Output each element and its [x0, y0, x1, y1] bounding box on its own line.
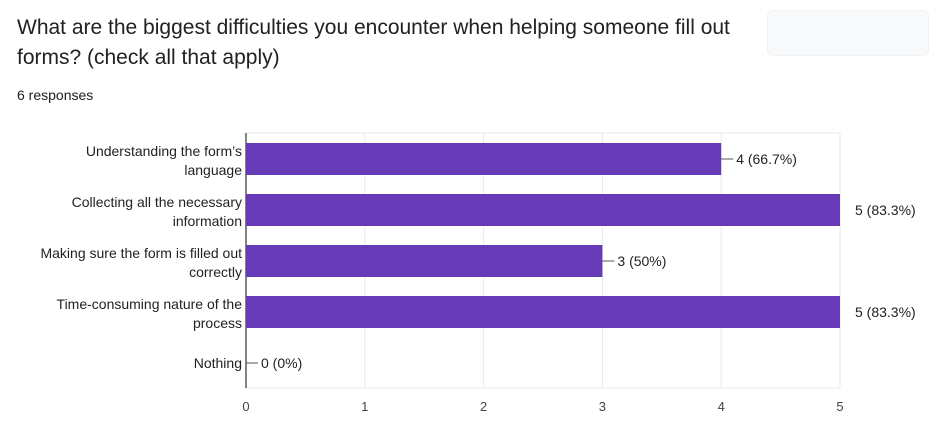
- x-tick-label: 2: [480, 399, 487, 414]
- category-label: Time-consuming nature of the process: [57, 296, 243, 331]
- category-label-line: Collecting all the necessary: [72, 194, 242, 210]
- x-tick-label: 5: [836, 399, 843, 414]
- question-title: What are the biggest difficulties you en…: [17, 16, 730, 69]
- data-label: 4 (66.7%): [736, 151, 797, 167]
- category-label-line: Time-consuming nature of the: [57, 296, 243, 312]
- data-label: 3 (50%): [617, 253, 666, 269]
- category-label: Collecting all the necessary information: [72, 194, 242, 229]
- x-tick-label: 1: [361, 399, 368, 414]
- x-tick-label: 3: [599, 399, 606, 414]
- bar-2: [246, 245, 603, 277]
- category-label-line: information: [173, 213, 242, 229]
- data-label: 0 (0%): [261, 355, 302, 371]
- x-tick-label: 0: [242, 399, 249, 414]
- bar-3: [246, 296, 840, 328]
- data-label: 5 (83.3%): [855, 304, 916, 320]
- copy-chart-area: [767, 10, 929, 56]
- data-label: 5 (83.3%): [855, 202, 916, 218]
- category-label-line: Making sure the form is filled out: [40, 245, 242, 261]
- category-label: Making sure the form is filled out correc…: [40, 245, 242, 280]
- category-label-line: correctly: [189, 264, 242, 280]
- category-label-line: Understanding the form’s: [86, 143, 242, 159]
- response-count: 6 responses: [17, 87, 94, 103]
- bar-1: [246, 194, 840, 226]
- bar-0: [246, 143, 722, 175]
- category-label: Nothing: [194, 355, 242, 371]
- category-label: Understanding the form’s language: [86, 143, 242, 178]
- x-tick-label: 4: [718, 399, 725, 414]
- category-label-line: process: [193, 315, 242, 331]
- category-label-line: language: [184, 162, 242, 178]
- category-label-line: Nothing: [194, 355, 242, 371]
